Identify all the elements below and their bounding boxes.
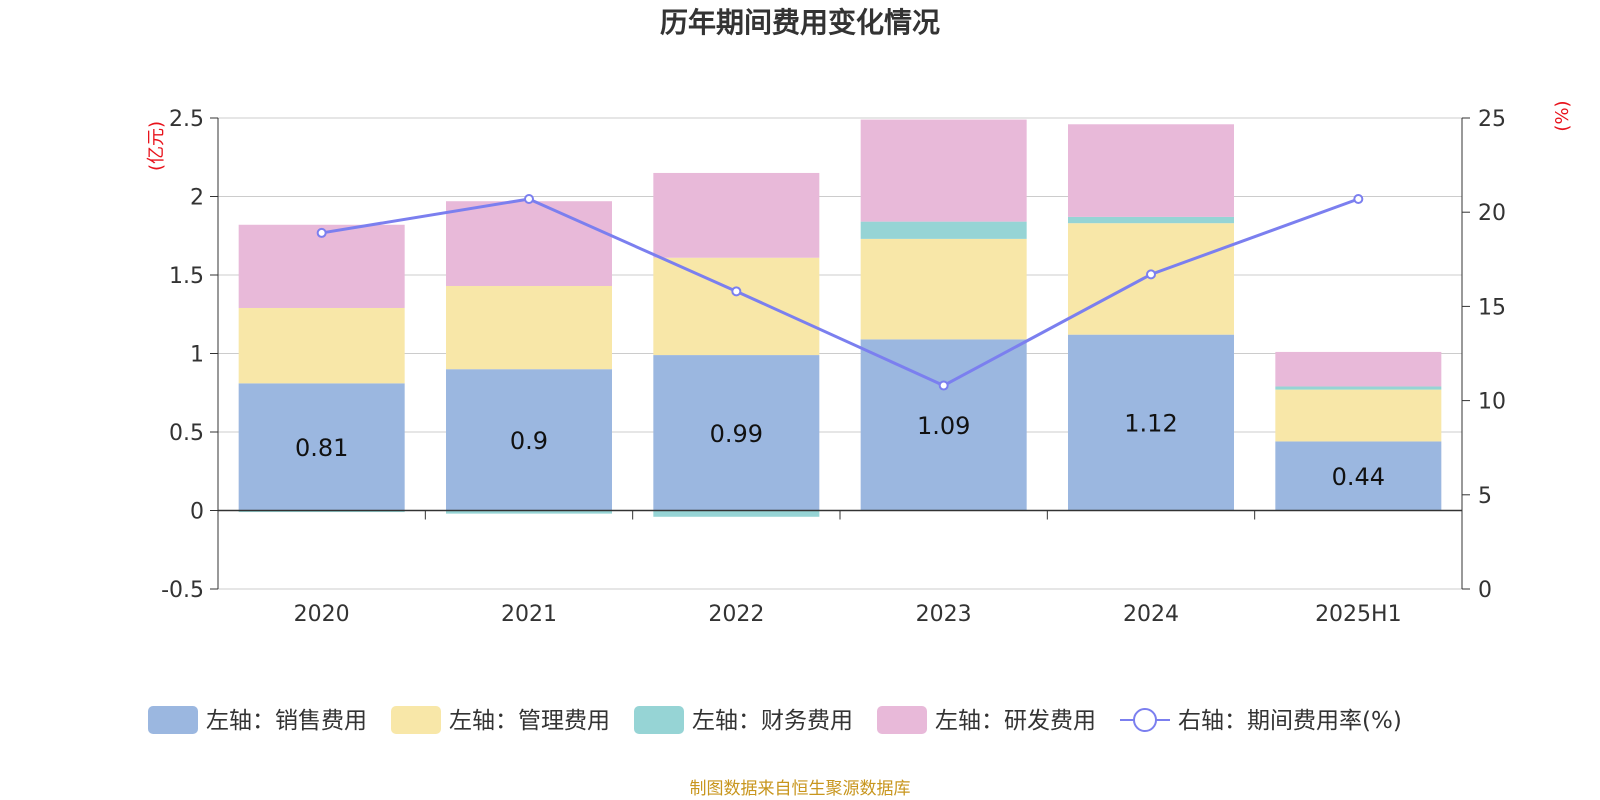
left-axis-tick-label: 1: [190, 343, 204, 368]
x-axis-tick-label: 2025H1: [1315, 602, 1402, 627]
legend-label: 左轴：研发费用: [935, 708, 1096, 734]
axes-layer: -0.5 0 0.5 1 1.5 2 2.5 0 5 10 15 20 25 2020 2021 2022 20…: [161, 107, 1506, 627]
bar-segment: [1275, 351, 1442, 387]
bar-segment: [860, 119, 1027, 222]
bar-segment: [238, 307, 405, 384]
data-label: 1.09: [917, 412, 970, 440]
bar-segment: [1275, 389, 1442, 442]
bar-segment: [653, 355, 820, 511]
rate-point: [524, 194, 534, 205]
bar-segment: [1068, 334, 1234, 511]
left-axis-tick-label: -0.5: [161, 578, 204, 603]
legend-swatch: [877, 706, 927, 734]
bar-segment: [653, 172, 820, 258]
right-axis-tick-label: 0: [1478, 578, 1492, 603]
x-axis-tick-label: 2020: [294, 602, 350, 627]
left-axis-tick-label: 2: [190, 186, 204, 211]
right-axis-tick-label: 15: [1478, 295, 1506, 320]
bar-segment: [446, 285, 612, 370]
legend-label: 右轴：期间费用率(%): [1178, 708, 1402, 734]
rate-point: [938, 380, 949, 391]
bar-segment: [653, 257, 820, 356]
bar-segment: [1275, 386, 1442, 390]
data-label: 0.44: [1332, 463, 1385, 491]
legend-swatch-marker: [1133, 708, 1157, 732]
bar-segment: [238, 224, 405, 308]
bar-segment: [653, 510, 820, 517]
bar-segment: [1275, 441, 1442, 511]
rate-point: [1353, 194, 1364, 205]
legend-label: 左轴：财务费用: [692, 708, 853, 734]
legend-label: 左轴：销售费用: [206, 708, 367, 734]
rate-point: [731, 286, 742, 297]
bar-segment: [860, 339, 1027, 511]
left-axis-tick-label: 0: [190, 500, 204, 525]
bar-segment: [238, 383, 405, 511]
data-label: 0.81: [295, 434, 348, 462]
bars-layer: [238, 119, 1442, 517]
left-axis-tick-label: 1.5: [169, 264, 204, 289]
bar-segment: [238, 510, 405, 513]
gridlines: [218, 117, 1462, 590]
left-axis-tick-label: 0.5: [169, 421, 204, 446]
legend-swatch: [634, 706, 684, 734]
right-axis-unit: (%): [1552, 100, 1573, 131]
legend: 左轴：销售费用 左轴：管理费用 左轴：财务费用 左轴：研发费用 右轴：期间费用率(%): [148, 706, 1402, 734]
x-axis-tick-label: 2024: [1123, 602, 1179, 627]
bar-segment: [860, 221, 1027, 239]
rate-point: [316, 227, 327, 238]
legend-label: 左轴：管理费用: [449, 708, 610, 734]
bar-segment: [860, 238, 1027, 340]
x-axis-tick-label: 2022: [708, 602, 764, 627]
bar-segment: [1068, 124, 1234, 217]
rate-line: [321, 197, 1359, 388]
data-labels-layer: 0.81 0.9 0.99 1.09 1.12 0.44: [295, 410, 1385, 491]
bar-segment: [1068, 216, 1234, 224]
left-axis-unit: (亿元): [146, 121, 167, 171]
x-axis-tick-label: 2021: [501, 602, 557, 627]
data-label: 0.99: [710, 420, 763, 448]
source-note: 制图数据来自恒生聚源数据库: [690, 779, 911, 799]
bar-segment: [446, 510, 612, 514]
chart-title: 历年期间费用变化情况: [660, 6, 940, 39]
bar-segment: [446, 369, 612, 511]
data-label: 1.12: [1124, 410, 1177, 438]
legend-swatch: [148, 706, 198, 734]
data-label: 0.9: [510, 427, 548, 455]
rate-point: [1146, 269, 1156, 280]
right-axis-tick-label: 5: [1478, 484, 1492, 509]
left-axis-tick-label: 2.5: [169, 107, 204, 132]
rate-line-layer: [316, 194, 1364, 391]
right-axis-tick-label: 25: [1478, 107, 1506, 132]
right-axis-tick-label: 10: [1478, 390, 1506, 415]
x-axis-tick-label: 2023: [916, 602, 972, 627]
right-axis-tick-label: 20: [1478, 201, 1506, 226]
legend-swatch: [391, 706, 441, 734]
bar-segment: [446, 201, 612, 286]
